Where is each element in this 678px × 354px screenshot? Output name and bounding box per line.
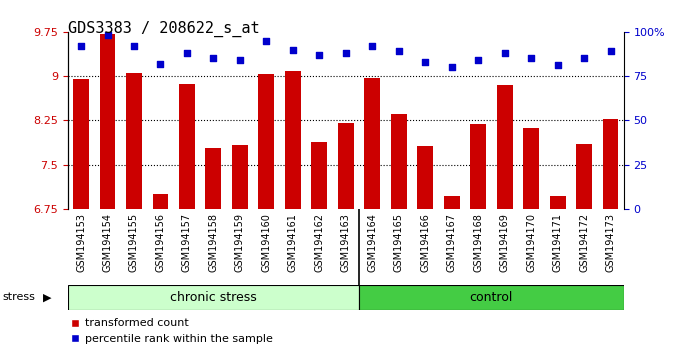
Point	[393, 48, 404, 54]
Bar	[523, 128, 539, 209]
Text: GSM194165: GSM194165	[394, 213, 403, 272]
Text: GSM194170: GSM194170	[526, 213, 536, 272]
Point	[129, 43, 140, 49]
Text: GSM194163: GSM194163	[341, 213, 351, 272]
Bar	[364, 78, 380, 209]
Point	[235, 57, 245, 63]
Bar	[258, 74, 275, 209]
Bar	[311, 142, 327, 209]
Bar	[603, 119, 618, 209]
Text: GSM194164: GSM194164	[367, 213, 377, 272]
Bar	[153, 194, 168, 209]
Text: control: control	[470, 291, 513, 304]
Bar	[73, 79, 89, 209]
Bar	[100, 34, 115, 209]
Text: GSM194169: GSM194169	[500, 213, 510, 272]
Bar	[550, 196, 565, 209]
Point	[208, 56, 219, 61]
Text: GSM194171: GSM194171	[553, 213, 563, 272]
Point	[287, 47, 298, 52]
Text: GSM194172: GSM194172	[579, 213, 589, 272]
Text: GSM194162: GSM194162	[315, 213, 324, 272]
Text: GSM194173: GSM194173	[605, 213, 616, 272]
Text: stress: stress	[2, 292, 35, 302]
Bar	[179, 84, 195, 209]
Point	[525, 56, 536, 61]
Point	[314, 52, 325, 58]
Bar	[497, 85, 513, 209]
Text: GSM194156: GSM194156	[155, 213, 165, 272]
Point	[605, 48, 616, 54]
Bar	[359, 285, 624, 310]
Text: GSM194160: GSM194160	[261, 213, 271, 272]
Bar	[391, 114, 407, 209]
Text: ▶: ▶	[43, 292, 52, 302]
Point	[182, 50, 193, 56]
Point	[446, 64, 457, 70]
Text: chronic stress: chronic stress	[170, 291, 257, 304]
Point	[473, 57, 483, 63]
Point	[76, 43, 87, 49]
Point	[102, 33, 113, 38]
Legend: transformed count, percentile rank within the sample: transformed count, percentile rank withi…	[66, 314, 278, 348]
Bar	[338, 123, 354, 209]
Bar	[417, 146, 433, 209]
Text: GSM194161: GSM194161	[288, 213, 298, 272]
Text: GSM194153: GSM194153	[76, 213, 86, 272]
Point	[155, 61, 166, 67]
Text: GSM194157: GSM194157	[182, 213, 192, 272]
Bar	[68, 285, 359, 310]
Text: GSM194167: GSM194167	[447, 213, 457, 272]
Point	[578, 56, 589, 61]
Bar	[471, 125, 486, 209]
Point	[261, 38, 272, 44]
Point	[420, 59, 431, 65]
Point	[367, 43, 378, 49]
Text: GDS3383 / 208622_s_at: GDS3383 / 208622_s_at	[68, 21, 260, 38]
Point	[552, 63, 563, 68]
Bar	[576, 144, 592, 209]
Bar	[443, 196, 460, 209]
Text: GSM194154: GSM194154	[102, 213, 113, 272]
Text: GSM194166: GSM194166	[420, 213, 431, 272]
Text: GSM194168: GSM194168	[473, 213, 483, 272]
Point	[499, 50, 510, 56]
Text: GSM194158: GSM194158	[208, 213, 218, 272]
Bar	[205, 148, 221, 209]
Text: GSM194155: GSM194155	[129, 213, 139, 272]
Bar	[285, 72, 301, 209]
Bar	[126, 73, 142, 209]
Text: GSM194159: GSM194159	[235, 213, 245, 272]
Point	[340, 50, 351, 56]
Bar	[232, 145, 248, 209]
